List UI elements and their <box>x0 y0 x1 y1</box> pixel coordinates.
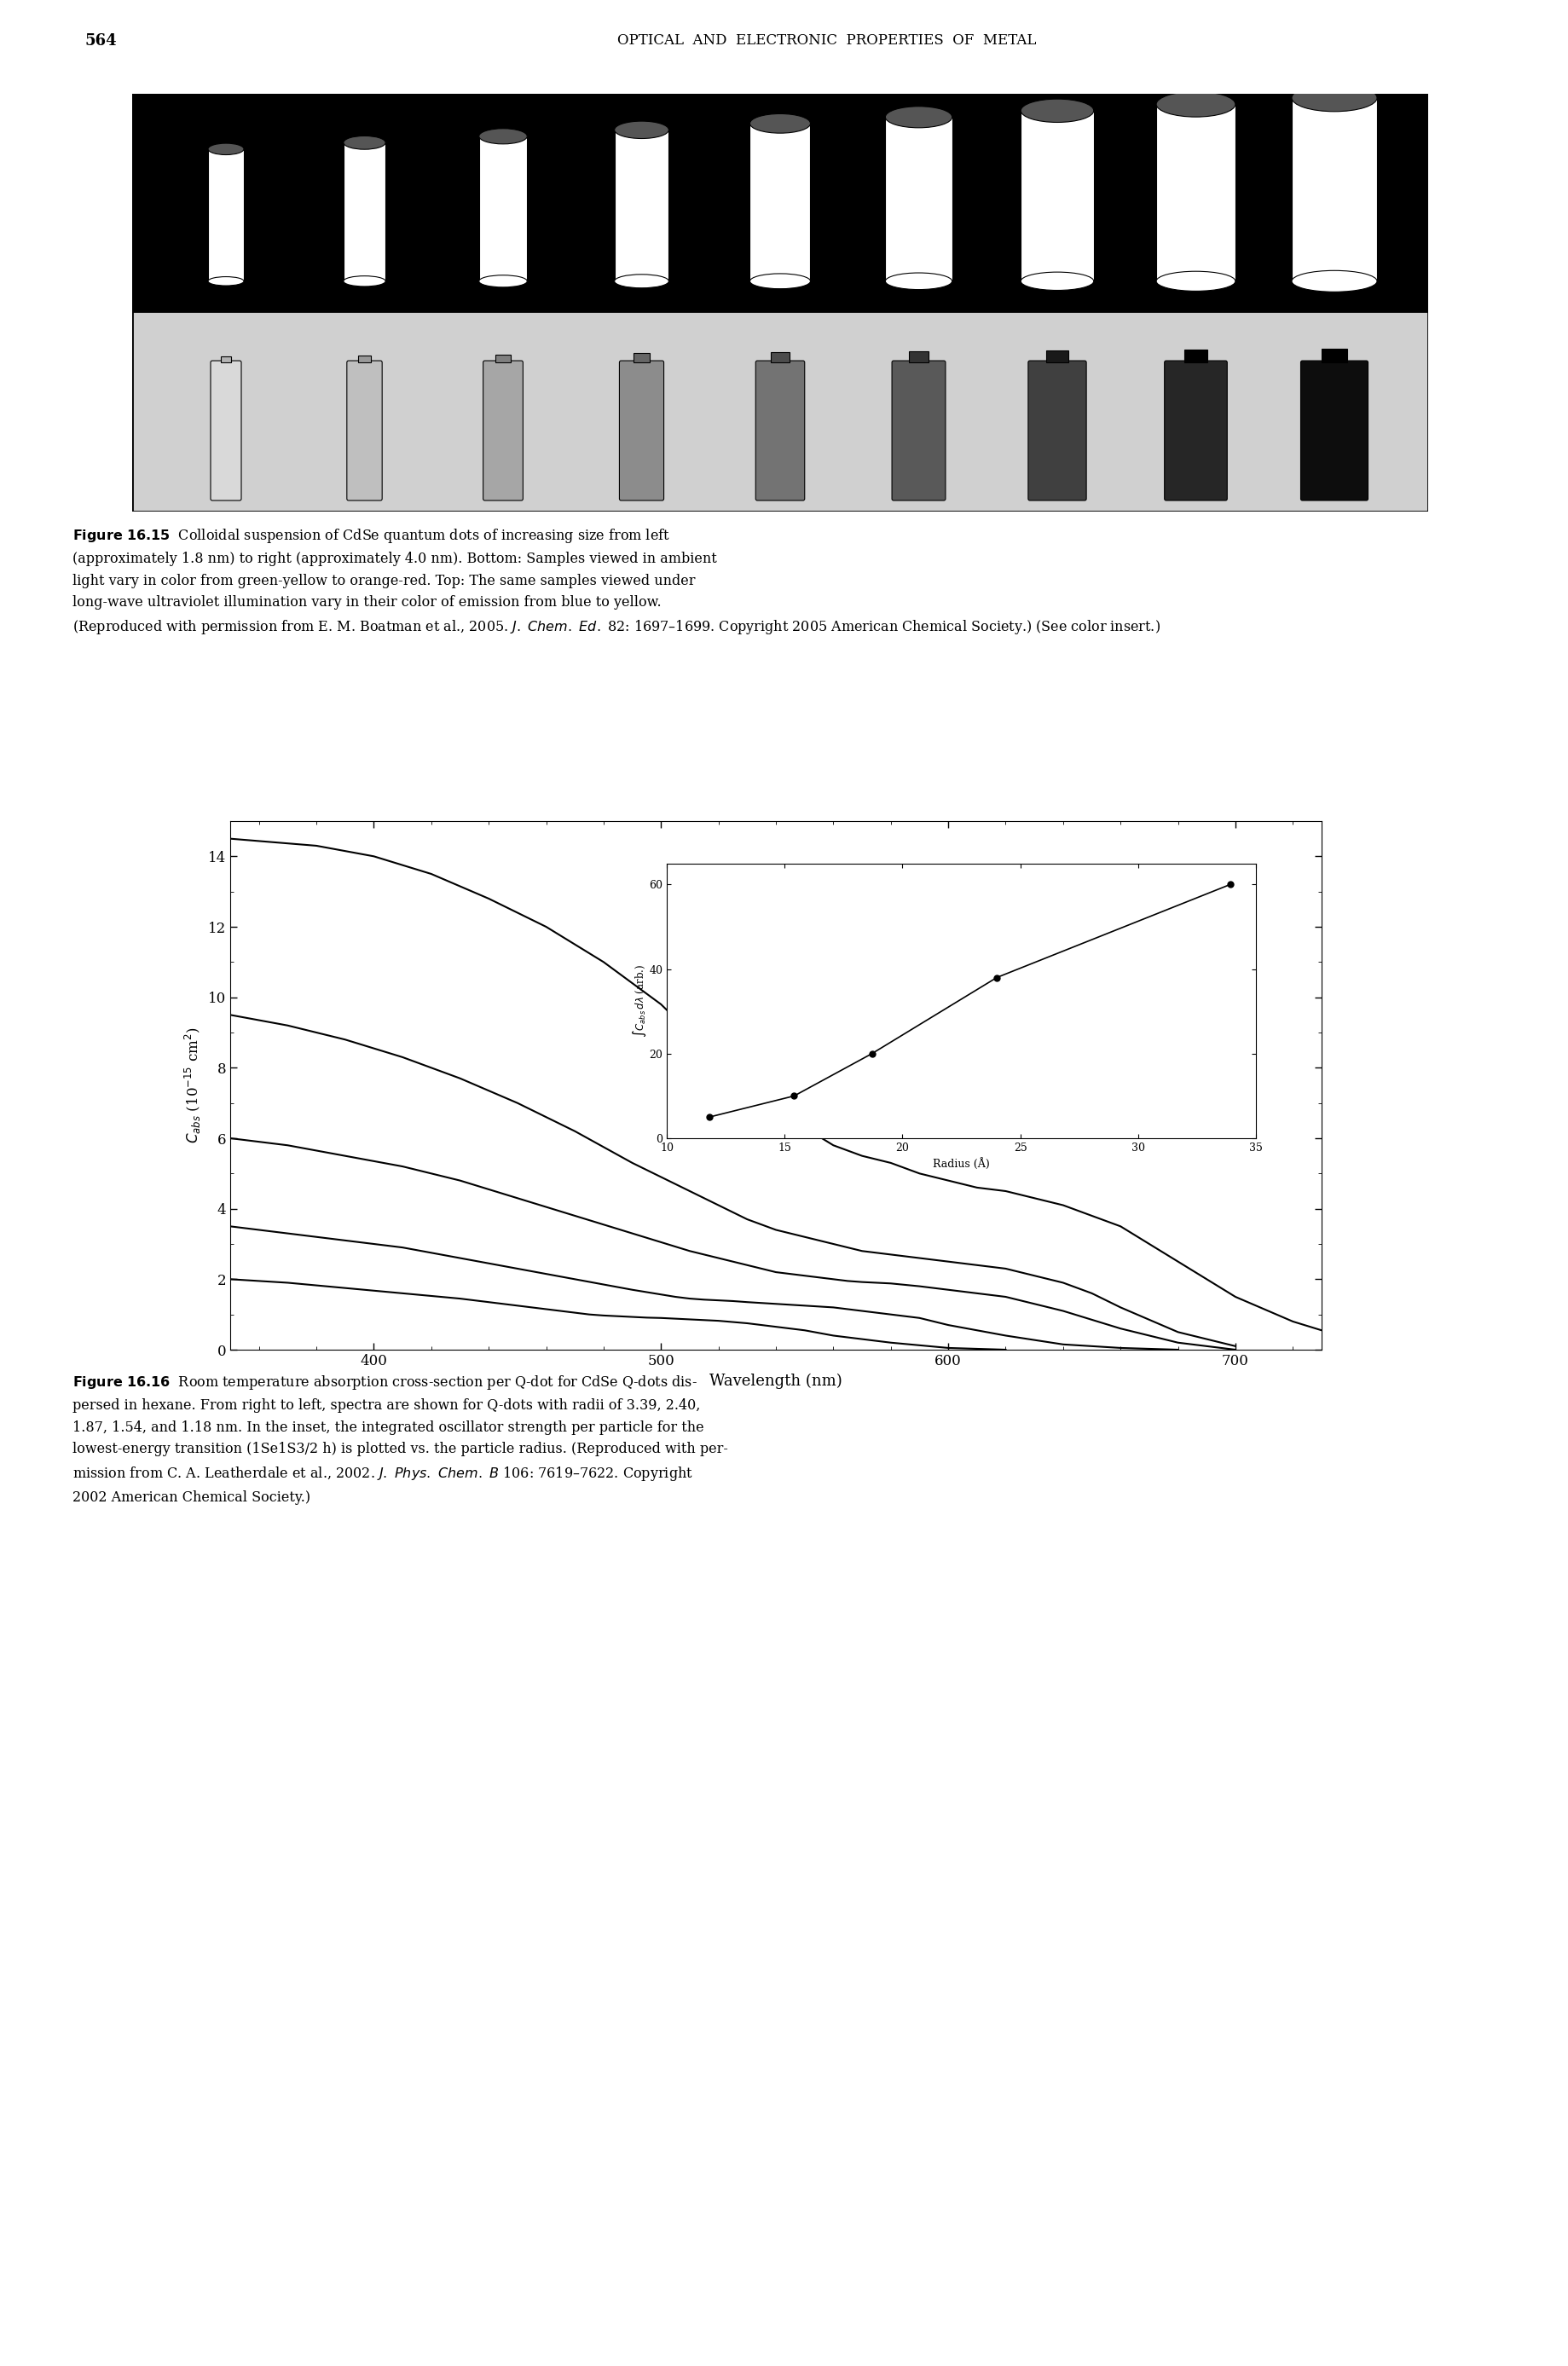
Bar <box>221 357 232 362</box>
Ellipse shape <box>750 274 811 289</box>
Bar <box>343 142 386 282</box>
Bar <box>1290 97 1377 282</box>
Ellipse shape <box>1290 270 1377 291</box>
Ellipse shape <box>478 274 527 286</box>
FancyBboxPatch shape <box>892 360 946 502</box>
Ellipse shape <box>884 272 952 289</box>
Bar <box>1021 111 1093 282</box>
FancyBboxPatch shape <box>210 360 241 502</box>
Text: $\mathbf{Figure\ 16.16}$  Room temperature absorption cross-section per Q-dot fo: $\mathbf{Figure\ 16.16}$ Room temperatur… <box>72 1375 728 1505</box>
Bar <box>1184 350 1207 362</box>
Bar <box>132 310 1427 511</box>
Ellipse shape <box>750 114 811 132</box>
Ellipse shape <box>343 277 386 286</box>
Ellipse shape <box>1021 99 1093 123</box>
Bar <box>633 353 649 362</box>
Bar <box>750 123 811 282</box>
Ellipse shape <box>1021 272 1093 291</box>
Ellipse shape <box>884 106 952 128</box>
Bar <box>1320 348 1347 362</box>
Ellipse shape <box>1156 92 1234 116</box>
Text: $\mathbf{Figure\ 16.15}$  Colloidal suspension of CdSe quantum dots of increasin: $\mathbf{Figure\ 16.15}$ Colloidal suspe… <box>72 528 1160 636</box>
Bar <box>495 355 510 362</box>
Bar <box>478 137 527 282</box>
Bar <box>615 130 668 282</box>
Ellipse shape <box>615 121 668 140</box>
Ellipse shape <box>343 135 386 149</box>
Bar <box>884 116 952 282</box>
Bar <box>209 149 243 282</box>
FancyBboxPatch shape <box>1300 360 1367 502</box>
Y-axis label: $C_{abs}$ (10$^{-15}$ cm$^2$): $C_{abs}$ (10$^{-15}$ cm$^2$) <box>183 1027 204 1143</box>
Ellipse shape <box>1156 272 1234 291</box>
Bar <box>358 355 370 362</box>
FancyBboxPatch shape <box>1163 360 1226 502</box>
X-axis label: Wavelength (nm): Wavelength (nm) <box>709 1372 842 1389</box>
Bar <box>132 95 1427 310</box>
Ellipse shape <box>615 274 668 289</box>
Text: OPTICAL  AND  ELECTRONIC  PROPERTIES  OF  METAL: OPTICAL AND ELECTRONIC PROPERTIES OF MET… <box>618 33 1036 47</box>
FancyBboxPatch shape <box>483 360 522 502</box>
Bar <box>1156 104 1234 282</box>
FancyBboxPatch shape <box>1027 360 1085 502</box>
FancyBboxPatch shape <box>756 360 804 502</box>
FancyBboxPatch shape <box>347 360 383 502</box>
Bar <box>770 353 789 362</box>
Ellipse shape <box>209 144 243 154</box>
Text: 564: 564 <box>85 33 118 50</box>
Ellipse shape <box>1290 85 1377 111</box>
FancyBboxPatch shape <box>619 360 663 502</box>
Ellipse shape <box>478 128 527 144</box>
Bar <box>1046 350 1068 362</box>
Ellipse shape <box>209 277 243 286</box>
Bar <box>908 353 928 362</box>
